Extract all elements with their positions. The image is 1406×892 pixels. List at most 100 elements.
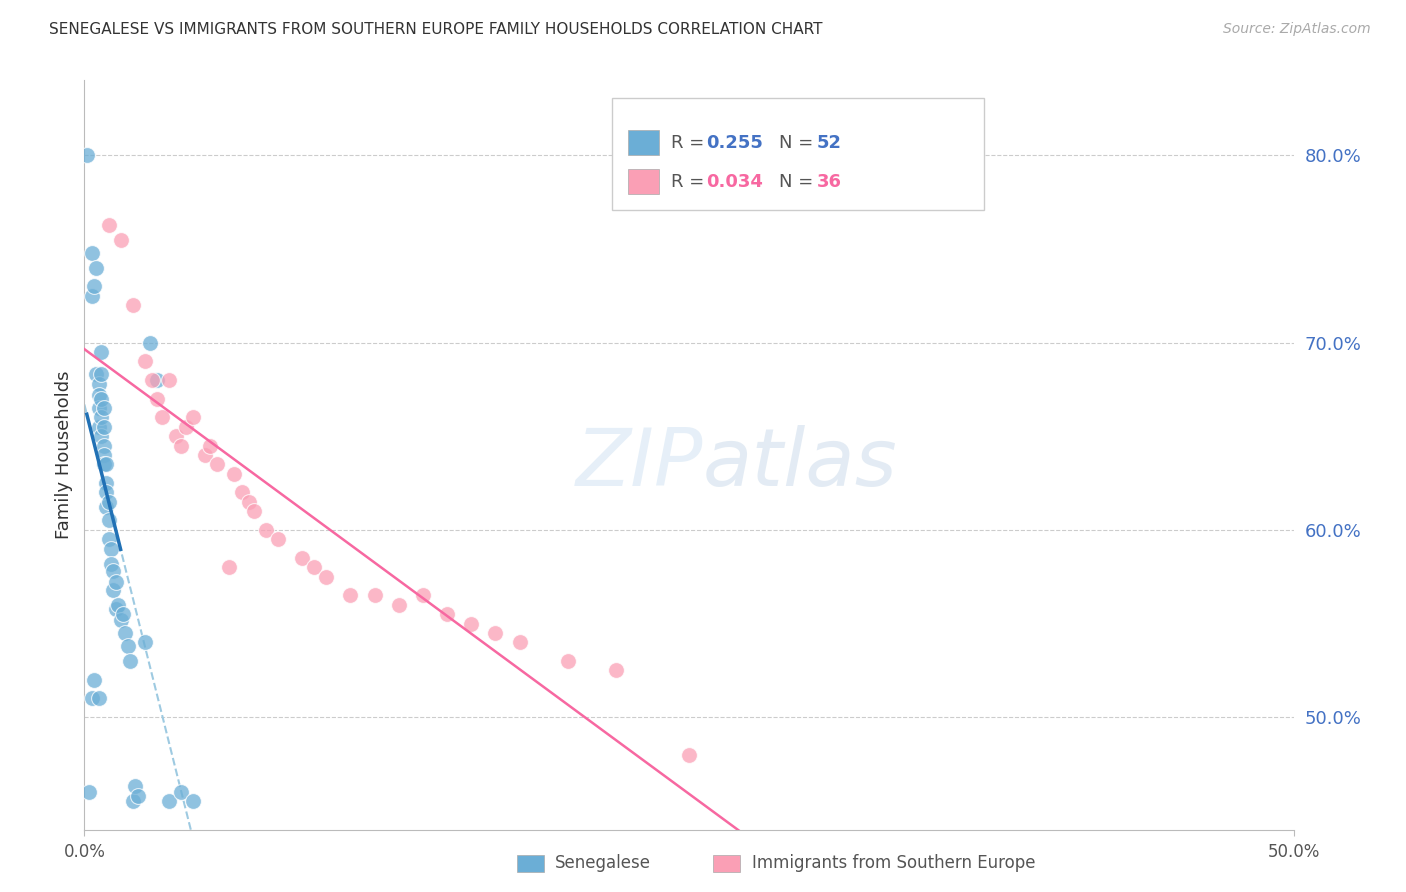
Text: Source: ZipAtlas.com: Source: ZipAtlas.com [1223,22,1371,37]
Point [254,523,277,537]
Point [138,335,160,350]
Point [146,392,169,406]
Point [339,589,361,603]
Point [110,232,132,246]
Text: N =: N = [779,173,818,191]
Point [231,485,253,500]
Y-axis label: Family Households: Family Households [55,371,73,539]
Point [127,789,149,803]
Point [100,557,122,571]
Point [100,541,122,556]
Point [90,392,112,406]
Point [157,373,180,387]
Point [121,298,143,312]
Point [267,533,290,547]
Point [605,664,627,678]
Point [174,420,197,434]
Point [509,635,531,649]
Point [76,148,98,162]
Point [87,401,110,415]
Point [83,673,105,687]
Point [484,626,506,640]
Point [93,401,115,415]
Point [460,616,482,631]
Point [207,458,229,472]
Point [107,598,129,612]
Point [436,607,458,622]
Point [146,373,169,387]
Point [90,410,112,425]
Point [97,218,120,232]
Point [90,429,112,443]
Text: Senegalese: Senegalese [555,855,651,872]
Point [94,476,117,491]
Point [117,639,139,653]
Point [80,289,103,303]
Point [315,570,337,584]
Point [291,551,314,566]
Point [170,439,193,453]
Point [94,485,117,500]
Point [103,564,125,578]
Point [97,494,120,508]
Point [224,467,246,481]
Text: atlas: atlas [703,425,898,503]
Point [104,601,127,615]
Point [86,260,108,275]
Point [87,691,110,706]
Point [181,795,204,809]
Point [150,410,173,425]
Text: 52: 52 [817,134,842,152]
Point [120,654,142,668]
Point [238,494,260,508]
Text: R =: R = [671,134,710,152]
Text: 0.255: 0.255 [706,134,762,152]
Point [194,448,217,462]
Point [134,635,156,649]
Point [678,747,700,762]
Point [93,420,115,434]
Text: 0.034: 0.034 [706,173,762,191]
Text: ZIP: ZIP [575,425,703,503]
Text: Immigrants from Southern Europe: Immigrants from Southern Europe [752,855,1036,872]
Text: R =: R = [671,173,710,191]
Point [157,795,180,809]
Point [198,439,221,453]
Point [77,785,100,799]
Text: 36: 36 [817,173,842,191]
Point [93,439,115,453]
Point [87,376,110,391]
Point [87,388,110,402]
Point [218,560,240,574]
Point [388,598,411,612]
Point [80,245,103,260]
Point [363,589,385,603]
Point [93,448,115,462]
Point [80,691,103,706]
Point [93,458,115,472]
Point [134,354,156,368]
Point [87,420,110,434]
Point [90,368,112,382]
Point [90,345,112,359]
Point [114,626,136,640]
Point [124,780,146,794]
Point [242,504,264,518]
Point [94,458,117,472]
Point [86,368,108,382]
Point [112,607,135,622]
Text: N =: N = [779,134,818,152]
Point [103,582,125,597]
Point [97,514,120,528]
Point [170,785,193,799]
Point [110,613,132,627]
Point [121,795,143,809]
Point [557,654,579,668]
Point [141,373,163,387]
Point [97,533,120,547]
Point [165,429,187,443]
Text: SENEGALESE VS IMMIGRANTS FROM SOUTHERN EUROPE FAMILY HOUSEHOLDS CORRELATION CHAR: SENEGALESE VS IMMIGRANTS FROM SOUTHERN E… [49,22,823,37]
Point [181,410,204,425]
Point [104,575,127,590]
Point [94,500,117,515]
